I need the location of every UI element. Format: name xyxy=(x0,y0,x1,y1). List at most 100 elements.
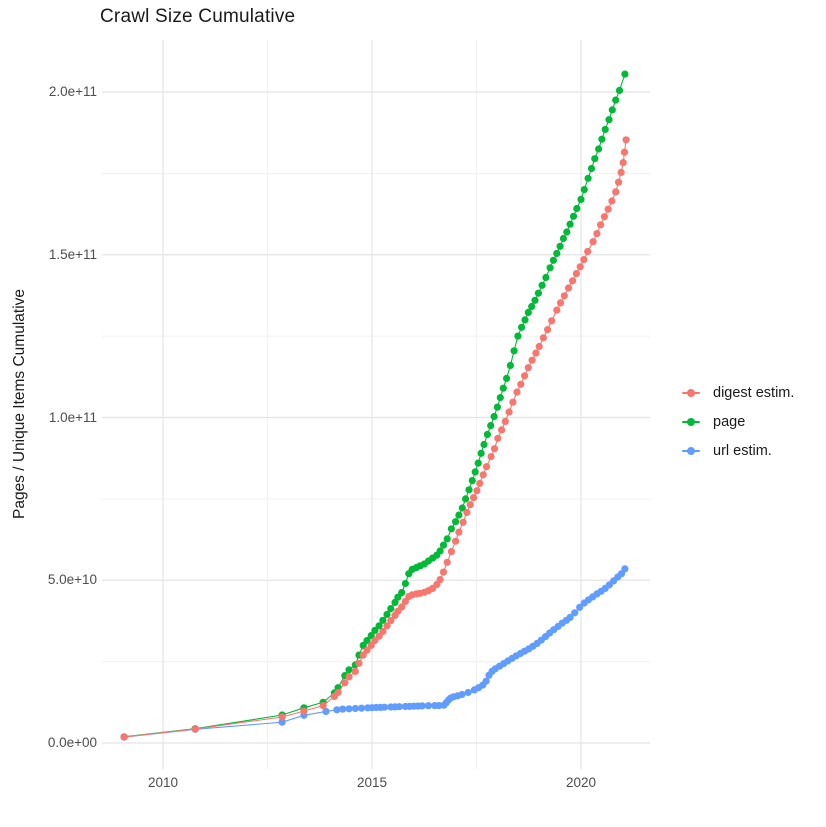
series-point-digest-estim- xyxy=(359,651,367,659)
series-point-digest-estim- xyxy=(494,434,502,442)
x-tick-label: 2010 xyxy=(147,775,179,790)
series-point-page xyxy=(514,332,522,340)
series-point-page xyxy=(538,281,546,289)
series-point-page xyxy=(439,541,448,549)
legend: digest estim. page url estim. xyxy=(682,378,794,465)
series-point-page xyxy=(401,579,409,588)
series-point-page xyxy=(398,589,406,597)
series-point-url-estim- xyxy=(458,690,466,699)
series-point-page xyxy=(577,195,585,203)
legend-label: url estim. xyxy=(713,442,772,459)
series-point-page xyxy=(499,384,507,392)
series-point-digest-estim- xyxy=(532,349,540,357)
y-tick-label: 1.5e+11 xyxy=(48,247,97,262)
series-point-digest-estim- xyxy=(463,508,471,517)
series-point-page xyxy=(510,347,518,355)
series-point-digest-estim- xyxy=(379,627,387,636)
chart-title: Crawl Size Cumulative xyxy=(100,6,296,27)
y-tick-label: 2.0e+11 xyxy=(48,84,97,99)
series-point-page xyxy=(518,323,526,331)
series-point-page xyxy=(521,316,529,324)
series-point-page xyxy=(383,610,391,619)
series-point-digest-estim- xyxy=(617,168,625,176)
series-point-digest-estim- xyxy=(466,501,474,509)
series-point-url-estim- xyxy=(278,718,286,726)
y-tick-label: 0.0e+00 xyxy=(47,735,97,750)
series-point-page xyxy=(503,374,511,382)
series-point-page xyxy=(379,616,387,624)
series-point-digest-estim- xyxy=(398,603,406,611)
series-point-digest-estim- xyxy=(473,487,481,495)
series-point-digest-estim- xyxy=(564,284,573,292)
series-point-url-estim- xyxy=(424,702,432,710)
series-point-digest-estim- xyxy=(521,372,529,380)
series-point-digest-estim- xyxy=(572,270,581,278)
series-point-page xyxy=(573,204,581,213)
series-point-page xyxy=(443,535,451,543)
series-point-url-estim- xyxy=(566,613,574,622)
series-point-url-estim- xyxy=(357,704,366,712)
series-point-page xyxy=(531,296,539,304)
series-point-page xyxy=(359,641,367,650)
series-point-digest-estim- xyxy=(597,221,605,229)
series-point-page xyxy=(436,547,444,555)
series-point-page xyxy=(496,394,504,402)
series-point-page xyxy=(595,145,603,153)
series-point-url-estim- xyxy=(339,705,347,713)
series-point-digest-estim- xyxy=(487,453,495,461)
series-point-page xyxy=(452,518,460,526)
series-point-digest-estim- xyxy=(513,388,521,396)
series-point-page xyxy=(480,440,488,449)
series-point-digest-estim- xyxy=(375,632,383,640)
series-point-digest-estim- xyxy=(556,299,565,307)
series-point-digest-estim- xyxy=(608,197,616,205)
series-point-digest-estim- xyxy=(436,576,444,584)
series-point-page xyxy=(458,504,466,512)
series-point-url-estim- xyxy=(322,707,330,716)
series-point-page xyxy=(563,228,571,236)
series-point-page xyxy=(605,116,613,124)
series-point-digest-estim- xyxy=(517,380,525,388)
series-point-page xyxy=(447,525,455,533)
series-point-url-estim- xyxy=(395,703,403,711)
series-point-page xyxy=(584,174,592,182)
series-point-page xyxy=(621,70,629,78)
series-point-page xyxy=(608,106,616,114)
series-point-page xyxy=(483,430,491,438)
series-point-digest-estim- xyxy=(482,463,491,471)
series-point-digest-estim- xyxy=(387,617,395,625)
series-point-url-estim- xyxy=(345,705,353,713)
series-point-digest-estim- xyxy=(439,568,448,576)
series-point-digest-estim- xyxy=(459,518,467,526)
series-point-page xyxy=(345,666,353,674)
series-point-digest-estim- xyxy=(447,548,455,556)
series-point-digest-estim- xyxy=(589,238,597,246)
series-point-digest-estim- xyxy=(620,148,629,156)
series-point-digest-estim- xyxy=(553,306,561,314)
series-point-digest-estim- xyxy=(278,713,286,721)
series-point-page xyxy=(465,486,473,494)
series-line-digest-estim- xyxy=(124,139,627,738)
series-point-digest-estim- xyxy=(363,646,371,654)
x-tick-label: 2015 xyxy=(356,775,388,790)
series-point-digest-estim- xyxy=(191,725,199,733)
series-point-digest-estim- xyxy=(319,702,327,710)
series-point-page xyxy=(553,249,561,257)
series-point-page xyxy=(542,273,550,282)
series-point-page xyxy=(455,511,463,519)
series-point-page xyxy=(546,264,554,272)
series-point-page xyxy=(601,125,609,133)
series-point-digest-estim- xyxy=(367,641,375,650)
series-point-page xyxy=(375,622,383,630)
legend-label: page xyxy=(713,413,746,430)
series-point-page xyxy=(556,242,564,250)
series-point-page xyxy=(598,135,606,143)
series-point-digest-estim- xyxy=(548,317,556,325)
series-point-digest-estim- xyxy=(476,479,484,487)
series-point-digest-estim- xyxy=(501,417,509,425)
series-point-digest-estim- xyxy=(528,356,536,364)
series-point-digest-estim- xyxy=(544,326,552,334)
series-point-page xyxy=(493,403,501,411)
